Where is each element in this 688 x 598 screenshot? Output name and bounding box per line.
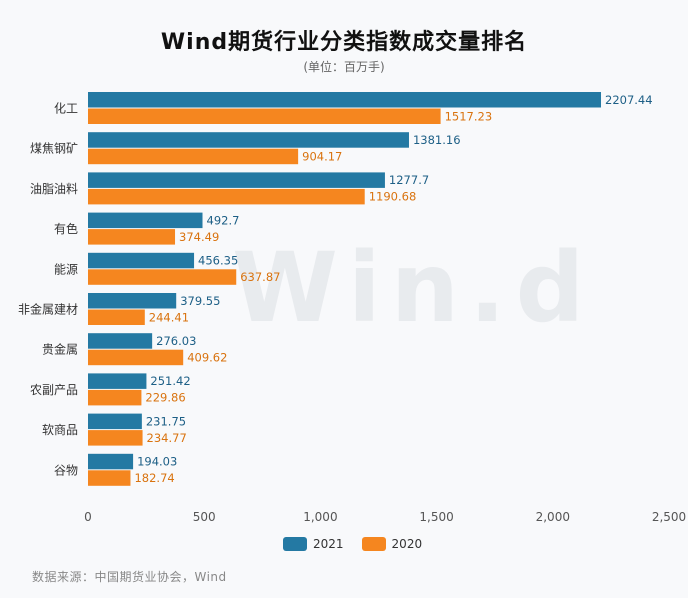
bar-2021 bbox=[88, 172, 385, 188]
bar-2021 bbox=[88, 293, 177, 309]
x-tick-label: 500 bbox=[193, 510, 216, 524]
x-tick-label: 0 bbox=[84, 510, 92, 524]
bar-2020 bbox=[88, 229, 176, 245]
category-label: 煤焦钢矿 bbox=[30, 142, 78, 156]
bar-2020 bbox=[88, 148, 299, 165]
bar-2021 bbox=[88, 373, 147, 389]
value-label-2021: 1277.7 bbox=[389, 173, 429, 187]
x-tick-label: 2,000 bbox=[536, 510, 570, 524]
value-label-2020: 1190.68 bbox=[369, 190, 417, 204]
category-label: 农副产品 bbox=[30, 383, 78, 397]
legend-label-2021: 2021 bbox=[313, 537, 344, 551]
bar-2021 bbox=[88, 333, 153, 349]
bar-2020 bbox=[88, 389, 142, 406]
value-label-2021: 276.03 bbox=[156, 334, 196, 348]
category-label: 软商品 bbox=[42, 422, 78, 437]
value-label-2021: 379.55 bbox=[180, 294, 220, 308]
category-label: 能源 bbox=[54, 262, 78, 276]
x-tick-label: 1,000 bbox=[303, 510, 337, 524]
x-tick-label: 2,500 bbox=[652, 510, 686, 524]
value-label-2020: 374.49 bbox=[179, 230, 219, 244]
bar-2020 bbox=[88, 349, 184, 366]
bar-2021 bbox=[88, 132, 409, 148]
value-label-2021: 231.75 bbox=[146, 414, 186, 428]
chart-title: Wind期货行业分类指数成交量排名 bbox=[160, 30, 528, 55]
value-label-2020: 904.17 bbox=[302, 149, 342, 163]
bar-2020 bbox=[88, 430, 143, 446]
bar-2021 bbox=[88, 212, 203, 229]
legend-swatch-2021 bbox=[283, 537, 307, 551]
bar-2020 bbox=[88, 108, 441, 124]
value-label-2021: 492.7 bbox=[207, 213, 240, 227]
bar-2020 bbox=[88, 269, 237, 285]
legend-item-2021[interactable]: 2021 bbox=[283, 537, 344, 551]
bar-2020 bbox=[88, 188, 365, 205]
value-label-2020: 234.77 bbox=[147, 431, 187, 445]
x-tick-label: 1,500 bbox=[419, 510, 453, 524]
bar-2021 bbox=[88, 413, 142, 430]
legend-swatch-2020 bbox=[361, 537, 386, 551]
category-label: 油脂油料 bbox=[30, 181, 78, 196]
bar-2021 bbox=[88, 453, 134, 470]
category-label: 有色 bbox=[54, 222, 78, 236]
value-label-2020: 229.86 bbox=[145, 391, 185, 405]
wind-watermark-logo: Win.d bbox=[232, 232, 595, 344]
value-label-2020: 409.62 bbox=[187, 350, 227, 364]
legend-item-2020[interactable]: 2020 bbox=[361, 537, 423, 551]
value-label-2021: 456.35 bbox=[198, 254, 238, 268]
chart-subtitle: (单位：百万手) bbox=[303, 60, 385, 74]
legend-label-2020: 2020 bbox=[391, 537, 423, 551]
category-label: 化工 bbox=[54, 102, 78, 116]
category-label: 非金属建材 bbox=[18, 302, 78, 317]
bar-2021 bbox=[88, 252, 195, 269]
value-label-2020: 244.41 bbox=[149, 310, 189, 324]
value-label-2020: 1517.23 bbox=[445, 109, 493, 123]
value-label-2021: 251.42 bbox=[150, 374, 190, 388]
value-label-2020: 182.74 bbox=[134, 471, 174, 485]
value-label-2020: 637.87 bbox=[240, 270, 280, 284]
value-label-2021: 1381.16 bbox=[413, 133, 461, 147]
bar-2020 bbox=[88, 470, 131, 486]
bar-2020 bbox=[88, 309, 145, 325]
category-label: 贵金属 bbox=[42, 342, 78, 357]
chart-legend: 2021 2020 bbox=[283, 537, 440, 551]
data-source-note: 数据来源：中国期货业协会，Wind bbox=[32, 570, 227, 584]
value-label-2021: 2207.44 bbox=[605, 93, 653, 107]
bar-2021 bbox=[88, 92, 602, 108]
value-label-2021: 194.03 bbox=[137, 455, 177, 469]
category-label: 谷物 bbox=[54, 463, 78, 477]
